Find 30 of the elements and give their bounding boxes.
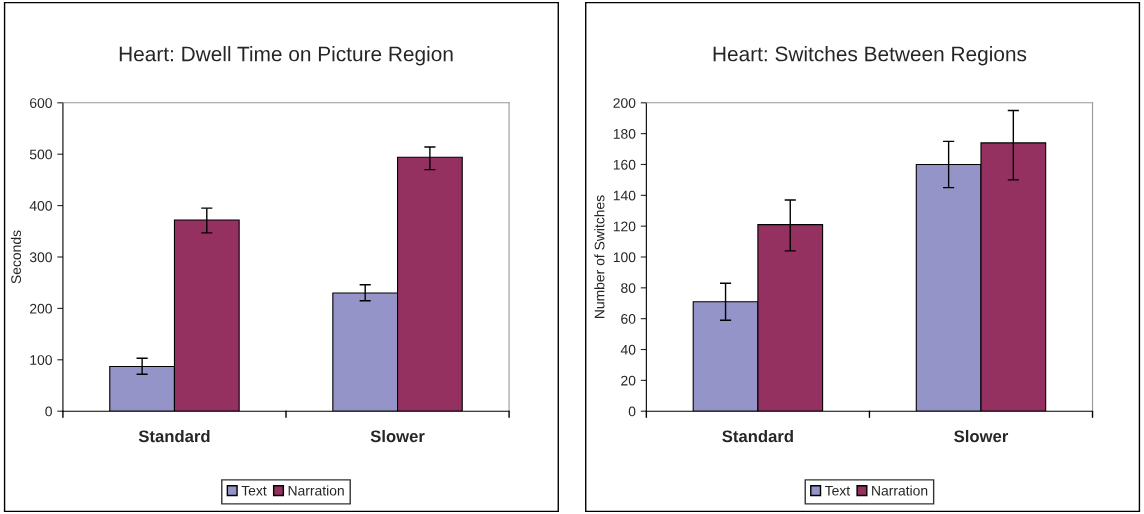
y-tick-label: 140 bbox=[613, 190, 636, 201]
y-tick-label: 100 bbox=[30, 355, 52, 365]
y-tick-label: 180 bbox=[613, 128, 636, 139]
legend-label: Narration bbox=[872, 485, 928, 496]
legend-label: Text bbox=[241, 485, 267, 496]
y-tick-label: 0 bbox=[45, 406, 52, 417]
legend-label: Narration bbox=[288, 485, 344, 496]
y-tick-label: 20 bbox=[621, 375, 636, 386]
y-tick-label: 60 bbox=[621, 314, 636, 324]
y-tick-label: 200 bbox=[30, 303, 52, 314]
chart-title: Heart: Switches Between Regions bbox=[713, 46, 1027, 66]
x-tick-label: Standard bbox=[722, 429, 793, 443]
y-tick-label: 160 bbox=[613, 159, 636, 170]
y-tick-label: 0 bbox=[628, 406, 636, 417]
x-tick-label: Standard bbox=[138, 429, 210, 443]
y-tick-label: 80 bbox=[621, 283, 636, 294]
legend-label: Text bbox=[824, 485, 851, 496]
y-tick-label: 600 bbox=[30, 98, 52, 108]
y-tick-label: 400 bbox=[29, 200, 52, 211]
y-tick-label: 200 bbox=[613, 98, 636, 108]
y-tick-label: 120 bbox=[613, 221, 636, 232]
y-tick-label: 500 bbox=[29, 149, 52, 160]
y-axis-title: Number of Switches bbox=[594, 195, 605, 318]
y-tick-label: 40 bbox=[620, 344, 636, 355]
x-tick-label: Slower bbox=[954, 429, 1009, 443]
y-tick-label: 300 bbox=[29, 252, 52, 263]
x-tick-label: Slower bbox=[370, 429, 425, 443]
y-axis-title: Seconds bbox=[10, 230, 22, 284]
chart-title: Heart: Dwell Time on Picture Region bbox=[119, 46, 453, 66]
y-tick-label: 100 bbox=[613, 252, 636, 263]
